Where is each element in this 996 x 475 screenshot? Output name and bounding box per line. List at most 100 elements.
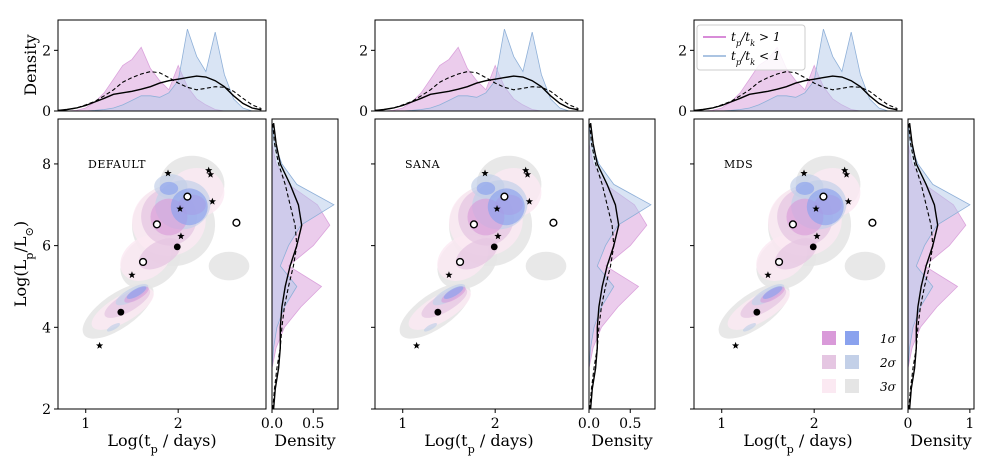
y-tick-label: 4 — [42, 320, 51, 336]
side-x-tick-label: 0.0 — [261, 416, 283, 432]
star-point — [522, 166, 530, 174]
side-x-tick-label: 0 — [904, 416, 913, 432]
kde-contour-blue1 — [443, 286, 464, 299]
kde-contour-pink2 — [138, 238, 181, 270]
star-point — [525, 197, 533, 205]
side-x-axis-label: Density — [591, 431, 652, 450]
sigma-swatch-pink — [822, 379, 836, 393]
kde-contour-blue2 — [423, 323, 437, 332]
filled-circle-point — [809, 243, 817, 251]
kde-contour-blue2 — [742, 323, 756, 332]
filled-circle-point — [753, 308, 761, 316]
kde-contour-blue1 — [476, 181, 496, 195]
top-density-blue — [58, 28, 262, 112]
kde-contour-pink2 — [774, 238, 817, 270]
open-circle-point — [183, 192, 192, 201]
top-y-tick-label: 0 — [678, 104, 687, 120]
star-point — [800, 169, 808, 177]
top-density-dashed-line — [57, 71, 262, 111]
top-density-axes: 02 — [678, 19, 903, 120]
x-tick-label: 2 — [174, 416, 183, 432]
sigma-swatch-blue — [845, 355, 859, 369]
panel-label: SANA — [405, 158, 441, 171]
star-point — [764, 271, 772, 279]
top-density-axes: 02 — [359, 19, 584, 120]
open-circle-point — [868, 218, 877, 227]
kde-contour-blue1 — [126, 286, 147, 299]
sigma-label: 1σ — [880, 332, 897, 346]
top-y-tick-label: 2 — [678, 43, 687, 59]
side-x-axis-label: Density — [274, 431, 335, 450]
main-axes-frame — [374, 118, 584, 410]
kde-contour-blue1 — [487, 188, 525, 226]
sigma-label: 2σ — [879, 356, 897, 370]
open-circle-point — [138, 257, 148, 267]
star-point — [128, 271, 136, 279]
top-axes-frame — [374, 19, 584, 112]
side-density-solid-line — [589, 123, 620, 410]
star-point — [206, 170, 215, 178]
open-circle-point — [152, 220, 162, 229]
open-circle-point — [774, 257, 784, 267]
star-point — [841, 166, 849, 174]
x-tick-label: 1 — [398, 416, 407, 432]
side-x-tick-label: 1 — [965, 416, 974, 432]
open-circle-point — [455, 257, 465, 267]
open-circle-point — [469, 220, 479, 229]
main-axes-frame — [693, 118, 903, 410]
star-point — [523, 170, 532, 178]
x-axis-label: Log(tp / days) — [107, 431, 216, 456]
filled-circle-point — [434, 308, 442, 316]
star-point — [494, 232, 502, 240]
panel-label: MDS — [724, 158, 753, 171]
star-point — [445, 271, 453, 279]
top-density-blue — [375, 28, 579, 112]
top-y-axis-label: Density — [21, 34, 40, 95]
kde-contour-blue1 — [170, 188, 208, 226]
kde-contour-gray — [525, 251, 567, 281]
top-axes-frame — [57, 19, 267, 112]
kde-contour-blue2 — [106, 323, 120, 332]
top-density-solid-line — [374, 75, 579, 112]
top-axes-frame — [693, 19, 903, 112]
x-axis-label: Log(tp / days) — [743, 431, 852, 456]
x-tick-label: 1 — [81, 416, 90, 432]
y-axis-label: Log(Lp/L⊙) — [11, 221, 36, 307]
top-y-tick-label: 0 — [359, 104, 368, 120]
sigma-swatch-pink — [822, 355, 836, 369]
open-circle-point — [788, 220, 798, 229]
sigma-swatch-pink — [822, 331, 836, 345]
top-density-solid-line — [693, 75, 898, 112]
star-point — [208, 197, 216, 205]
side-density-dashed-line — [589, 123, 615, 410]
legend-line-label: tp/tk > 1 — [731, 30, 780, 48]
top-density-dashed-line — [374, 71, 579, 111]
sigma-swatch-blue — [845, 331, 859, 345]
filled-circle-point — [490, 243, 498, 251]
sigma-swatch-blue — [845, 379, 859, 393]
y-tick-label: 6 — [42, 239, 51, 255]
x-tick-label: 2 — [491, 416, 500, 432]
side-density-solid-line — [908, 123, 939, 410]
sigma-label: 3σ — [880, 380, 897, 394]
kde-contour-blue1 — [795, 181, 815, 195]
line-legend: tp/tk > 1tp/tk < 1 — [696, 24, 806, 71]
side-density-dashed-line — [272, 123, 298, 410]
side-x-tick-label: 0.5 — [302, 416, 324, 432]
star-point — [177, 232, 185, 240]
star-point — [164, 169, 172, 177]
star-point — [493, 205, 501, 212]
kde-contour-pink2 — [455, 238, 498, 270]
star-point — [813, 232, 821, 240]
star-point — [205, 166, 213, 174]
top-density-dashed-line — [693, 71, 898, 111]
top-y-tick-label: 2 — [359, 43, 368, 59]
x-tick-label: 2 — [810, 416, 819, 432]
